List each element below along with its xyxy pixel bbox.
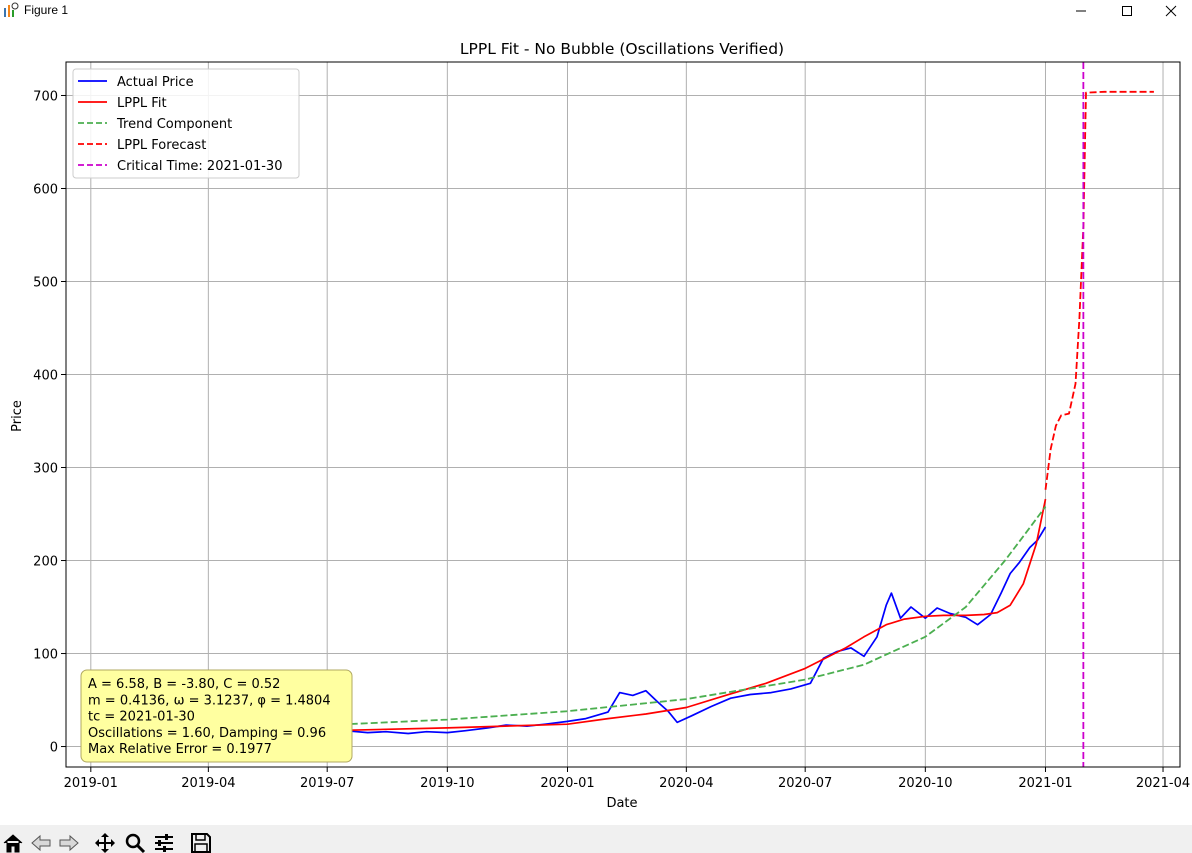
x-tick-label: 2019-01 <box>64 776 118 791</box>
save-button[interactable] <box>188 831 214 853</box>
back-button[interactable] <box>28 831 54 853</box>
forward-button[interactable] <box>56 831 82 853</box>
pan-button[interactable] <box>92 831 118 853</box>
y-tick-label: 400 <box>33 369 58 384</box>
x-tick-label: 2020-04 <box>659 776 713 791</box>
y-tick-label: 0 <box>50 741 58 756</box>
home-button[interactable] <box>0 831 26 853</box>
x-tick-label: 2021-04 <box>1136 776 1190 791</box>
save-icon <box>191 833 211 853</box>
pan-icon <box>95 833 115 853</box>
navigation-toolbar <box>0 825 1192 853</box>
x-tick-label: 2019-10 <box>420 776 474 791</box>
plot-frame <box>65 61 1181 768</box>
forward-arrow-icon <box>59 834 79 852</box>
configure-subplots-icon <box>155 834 173 852</box>
window-title: Figure 1 <box>24 3 69 17</box>
annotation-line: m = 0.4136, ω = 3.1237, φ = 1.4804 <box>88 693 331 708</box>
grid <box>66 62 1180 767</box>
y-tick-label: 200 <box>33 555 58 570</box>
maximize-icon <box>1122 6 1132 16</box>
x-tick-label: 2021-01 <box>1018 776 1072 791</box>
y-tick-label: 600 <box>33 182 58 197</box>
legend-label: Actual Price <box>117 75 194 90</box>
legend-label: LPPL Fit <box>117 96 167 111</box>
x-tick-label: 2020-01 <box>540 776 594 791</box>
close-icon <box>1165 5 1177 17</box>
chart-title: LPPL Fit - No Bubble (Oscillations Verif… <box>460 40 784 58</box>
chart-figure: 2019-01 2019-04 2019-07 2019-10 2020-01 2020-… <box>10 40 1190 811</box>
axis-ticks: 2019-01 2019-04 2019-07 2019-10 2020-01 2020-… <box>33 89 1190 791</box>
annotation-line: A = 6.58, B = -3.80, C = 0.52 <box>88 677 280 692</box>
close-button[interactable] <box>1148 0 1192 22</box>
app-icon <box>4 2 19 17</box>
y-tick-label: 300 <box>33 462 58 477</box>
legend-label: Trend Component <box>116 117 232 132</box>
zoom-icon <box>125 833 146 853</box>
x-tick-label: 2019-07 <box>300 776 354 791</box>
series-line-2 <box>90 498 1047 734</box>
annotation-line: tc = 2021-01-30 <box>88 710 195 725</box>
minimize-icon <box>1076 10 1086 12</box>
window-titlebar: Figure 1 <box>0 0 1192 22</box>
y-tick-label: 700 <box>33 89 58 104</box>
zoom-button[interactable] <box>122 831 148 853</box>
x-tick-label: 2019-04 <box>181 776 235 791</box>
legend-label: LPPL Forecast <box>117 138 206 153</box>
annotation-line: Oscillations = 1.60, Damping = 0.96 <box>88 726 326 741</box>
legend-box <box>72 68 300 179</box>
minimize-button[interactable] <box>1058 0 1104 22</box>
legend-label: Critical Time: 2021-01-30 <box>117 159 282 174</box>
y-tick-label: 100 <box>33 648 58 663</box>
x-axis-label: Date <box>606 796 637 811</box>
annotation-line: Max Relative Error = 0.1977 <box>88 742 272 757</box>
y-tick-label: 500 <box>33 275 58 290</box>
maximize-button[interactable] <box>1104 0 1150 22</box>
back-arrow-icon <box>31 834 51 852</box>
x-tick-label: 2020-10 <box>898 776 952 791</box>
home-icon <box>3 834 23 853</box>
legend: Actual Price LPPL Fit Trend Component LPPL … <box>72 68 300 179</box>
fit-parameters-box: A = 6.58, B = -3.80, C = 0.52m = 0.4136,… <box>80 669 353 763</box>
annotation-box <box>80 669 353 763</box>
x-tick-label: 2020-07 <box>778 776 832 791</box>
configure-subplots-button[interactable] <box>151 831 177 853</box>
series-line-4 <box>1044 90 1154 490</box>
y-axis-label: Price <box>10 400 25 432</box>
